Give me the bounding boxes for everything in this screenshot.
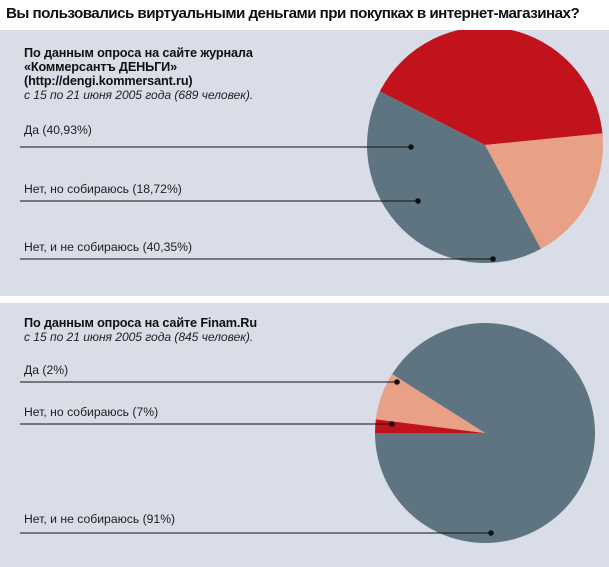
pie-label-2-3: Нет, и не собираюсь (91%) bbox=[24, 512, 175, 526]
pie-chart-1: Да (40,93%) Нет, но собираюсь (18,72%) Нет… bbox=[20, 30, 604, 263]
pie-label-1-2: Нет, но собираюсь (18,72%) bbox=[24, 182, 182, 196]
leader-dot-2-3 bbox=[488, 530, 494, 536]
panel-2-source-line-1: По данным опроса на сайте Finam.Ru bbox=[24, 316, 257, 330]
pie-slices-2 bbox=[375, 323, 596, 543]
pie-slice-1-3 bbox=[367, 91, 541, 263]
pie-label-1-3: Нет, и не собираюсь (40,35%) bbox=[24, 240, 192, 254]
pie-label-2-2: Нет, но собираюсь (7%) bbox=[24, 405, 158, 419]
panel-1-source-line-3: (http://dengi.kommersant.ru) bbox=[24, 74, 193, 88]
pie-chart-2: Да (2%) Нет, но собираюсь (7%) Нет, и не с… bbox=[20, 323, 596, 543]
pie-label-2-1: Да (2%) bbox=[24, 363, 68, 377]
pie-slices-1 bbox=[367, 30, 604, 263]
panel-1-source-line-2: «Коммерсантъ ДЕНЬГИ» bbox=[24, 60, 178, 74]
leader-dot-1-1 bbox=[408, 144, 414, 150]
pie-slice-1-1 bbox=[379, 30, 603, 145]
pie-slice-1-2 bbox=[485, 133, 604, 249]
panel-2-source-line-2: с 15 по 21 июня 2005 года (845 человек). bbox=[24, 330, 254, 344]
pie-label-1-1: Да (40,93%) bbox=[24, 123, 92, 137]
page-title: Вы пользовались виртуальными деньгами пр… bbox=[6, 5, 580, 22]
pie-slice-2-2 bbox=[375, 374, 485, 433]
leader-dot-1-2 bbox=[415, 198, 421, 204]
pie-slice-2-1 bbox=[375, 419, 485, 433]
leader-dot-2-2 bbox=[389, 421, 395, 427]
pie-slice-2-3 bbox=[375, 323, 596, 543]
leader-dot-2-1 bbox=[394, 379, 400, 385]
leader-dot-1-3 bbox=[490, 256, 496, 262]
panel-1-source-line-4: с 15 по 21 июня 2005 года (689 человек). bbox=[24, 88, 254, 102]
title-bar: Вы пользовались виртуальными деньгами пр… bbox=[0, 0, 609, 30]
panel-divider bbox=[0, 296, 609, 303]
panel-kommersant: По данным опроса на сайте журнала «Комме… bbox=[0, 30, 609, 296]
panel-1-source-line-1: По данным опроса на сайте журнала bbox=[24, 46, 253, 60]
